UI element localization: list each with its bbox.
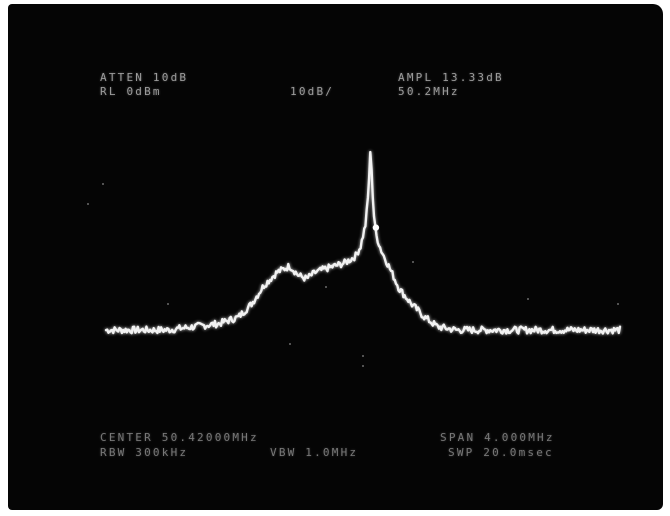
vbw-readout: VBW 1.0MHz — [270, 446, 359, 459]
sweep-time-readout: SWP 20.0msec — [448, 446, 554, 459]
peak-marker — [372, 224, 380, 231]
ref-level-readout: RL 0dBm — [100, 85, 162, 98]
screen-speck — [617, 303, 619, 305]
rbw-readout: RBW 300kHz — [100, 446, 189, 459]
screen-speck — [325, 286, 327, 288]
screen-speck — [167, 303, 169, 305]
screen-speck — [527, 298, 529, 300]
screen-speck — [362, 365, 364, 367]
screen-speck — [87, 203, 89, 205]
amplitude-readout: AMPL 13.33dB — [398, 71, 504, 84]
screen-speck — [412, 261, 414, 263]
span-readout: SPAN 4.000MHz — [440, 431, 555, 444]
screen-speck — [289, 343, 291, 345]
screen-noise — [87, 183, 619, 367]
scale-readout: 10dB/ — [290, 85, 335, 98]
atten-readout: ATTEN 10dB — [100, 71, 189, 84]
center-frequency-readout: CENTER 50.42000MHz — [100, 431, 259, 444]
screen-speck — [362, 355, 364, 357]
marker-frequency-readout: 50.2MHz — [398, 85, 460, 98]
spectrum-trace — [104, 150, 622, 335]
spectrum-display — [87, 150, 622, 367]
screen-speck — [102, 183, 104, 185]
analyzer-screen: ATTEN 10dB RL 0dBm 10dB/ AMPL 13.33dB 50… — [8, 4, 663, 510]
